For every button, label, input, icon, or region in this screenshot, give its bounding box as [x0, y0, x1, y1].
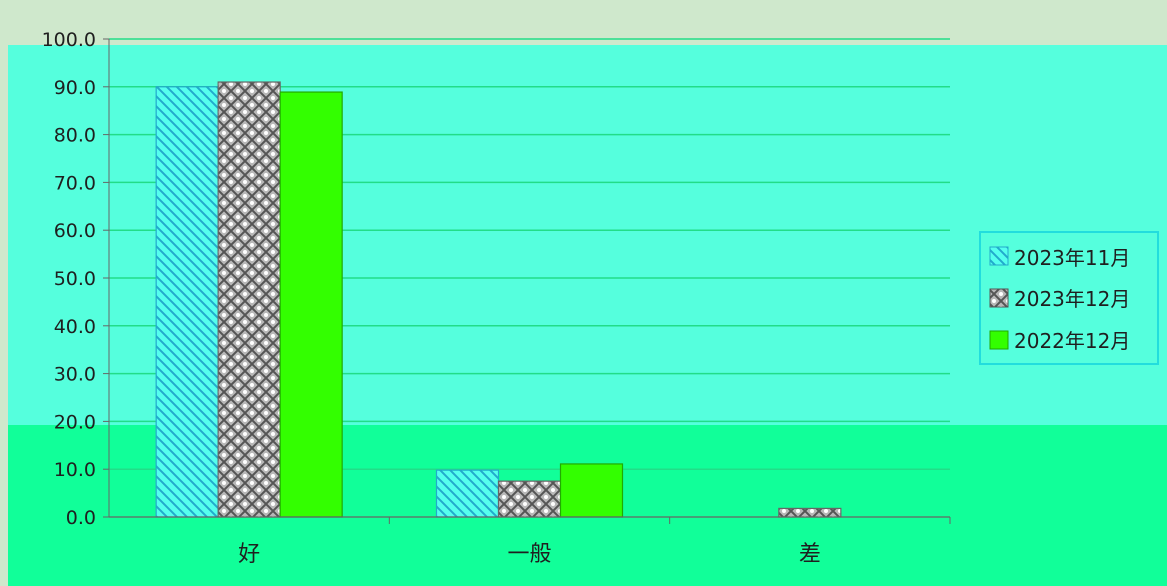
y-tick-label: 30.0 — [54, 364, 96, 386]
legend-swatch-2022-12 — [989, 330, 1009, 350]
y-tick-label: 80.0 — [54, 125, 96, 147]
legend-label-2023-12: 2023年12月 — [1014, 287, 1130, 311]
bar-2022-12 — [279, 91, 343, 518]
y-tick-label: 60.0 — [54, 220, 96, 242]
legend-label-2023-11: 2023年11月 — [1014, 246, 1130, 270]
y-tick-label: 90.0 — [54, 77, 96, 99]
bar-2023-11 — [435, 469, 500, 518]
bar-2023-12 — [497, 480, 562, 518]
legend: 2023年11月 2023年12月 2022年12月 — [979, 231, 1159, 365]
legend-swatch-2023-11 — [989, 246, 1009, 266]
bar-2023-12 — [217, 81, 281, 518]
legend-swatch-2023-12 — [989, 288, 1009, 308]
y-tick-label: 10.0 — [54, 459, 96, 481]
legend-label-2022-12: 2022年12月 — [1014, 329, 1130, 353]
y-tick-label: 40.0 — [54, 316, 96, 338]
y-tick-label: 50.0 — [54, 268, 96, 290]
y-tick-label: 100.0 — [42, 29, 96, 51]
y-tick-label: 20.0 — [54, 411, 96, 433]
bars — [155, 81, 842, 518]
y-tick-label: 70.0 — [54, 172, 96, 194]
y-tick-label: 0.0 — [66, 507, 96, 529]
x-tick-label: 差 — [799, 542, 821, 567]
x-tick-label: 一般 — [507, 542, 551, 567]
bar-2023-11 — [155, 86, 219, 518]
bar-2023-12 — [778, 507, 842, 518]
axes: 0.0 10.0 20.0 30.0 40.0 50.0 60.0 70.0 80.0 90.0 1… — [42, 29, 951, 567]
legend-box — [979, 231, 1159, 365]
bar-2022-12 — [559, 463, 624, 518]
x-tick-label: 好 — [238, 542, 260, 567]
